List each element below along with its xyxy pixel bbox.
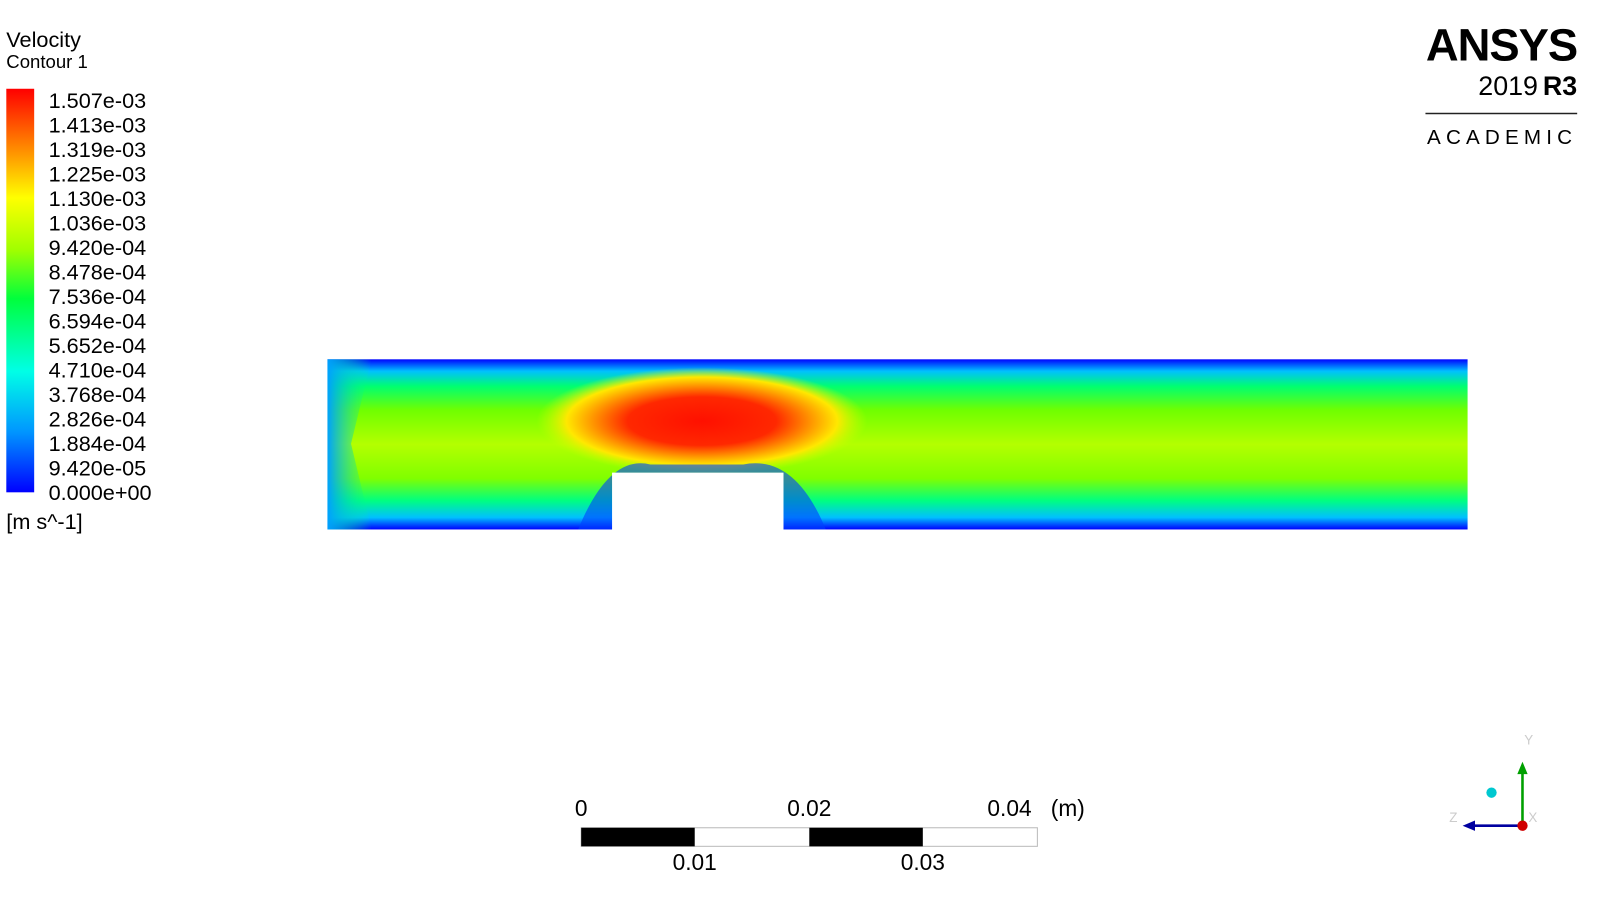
contour-field [327, 359, 1468, 530]
legend-label: 1.036e-03 [49, 210, 147, 235]
legend-units: [m s^-1] [6, 509, 82, 534]
step-block [612, 472, 784, 531]
triad-y-head [1517, 761, 1528, 775]
legend-label: 2.826e-04 [49, 407, 147, 432]
channel-flow [327, 359, 1468, 530]
legend-title: Velocity [6, 27, 81, 52]
legend-label: 6.594e-04 [49, 309, 147, 334]
triad-label: Y [1524, 733, 1533, 748]
scale-label: 0.02 [787, 795, 831, 821]
legend-label: 7.536e-04 [49, 284, 147, 309]
scale-bar-segment [581, 827, 695, 847]
legend-label: 5.652e-04 [49, 333, 147, 358]
triad-sphere [1486, 787, 1497, 798]
logo-release: R3 [1543, 71, 1577, 101]
legend-label: 3.768e-04 [49, 382, 147, 407]
legend-label: 9.420e-04 [49, 235, 147, 260]
legend-subtitle: Contour 1 [6, 51, 88, 72]
legend-label: 0.000e+00 [49, 480, 152, 505]
logo-version: 2019 [1478, 71, 1538, 101]
scale-bar-segment [809, 827, 923, 847]
legend-label: 1.507e-03 [49, 88, 147, 113]
legend-label: 1.225e-03 [49, 161, 147, 186]
logo-brand: ANSYS [1426, 20, 1577, 71]
scale-label: 0.04 [987, 795, 1031, 821]
legend-label: 8.478e-04 [49, 259, 147, 284]
color-bar [6, 88, 35, 493]
legend-label: 1.319e-03 [49, 137, 147, 162]
inlet-region [327, 359, 372, 530]
scale-label: 0.01 [673, 849, 717, 875]
triad-label: X [1528, 810, 1537, 825]
triad-label: Z [1449, 810, 1457, 825]
legend-label: 9.420e-05 [49, 456, 147, 481]
scale-unit: (m) [1051, 795, 1085, 821]
legend-label: 1.413e-03 [49, 112, 147, 137]
legend-label: 1.130e-03 [49, 186, 147, 211]
logo-edition: ACADEMIC [1427, 126, 1577, 149]
jet-core [536, 367, 868, 475]
scale-label: 0 [575, 795, 588, 821]
legend-label: 4.710e-04 [49, 358, 147, 383]
triad-z-head [1462, 820, 1475, 831]
triad-x [1517, 820, 1528, 831]
scale-label: 0.03 [901, 849, 945, 875]
legend-label: 1.884e-04 [49, 431, 147, 456]
